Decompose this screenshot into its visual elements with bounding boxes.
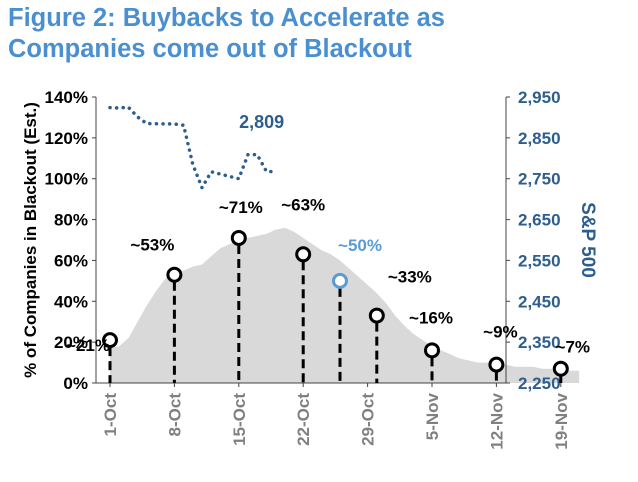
chart-title-line-2: Companies come out of Blackout (8, 35, 412, 63)
x-tick-label: 12-Nov (487, 392, 506, 449)
left-tick-label: 60% (54, 251, 88, 270)
data-label: ~7% (556, 338, 591, 357)
chart-title: Figure 2: Buybacks to Accelerate as Comp… (8, 3, 628, 65)
data-marker (488, 356, 505, 373)
data-label: ~71% (219, 198, 263, 217)
right-tick-label: 2,550 (518, 251, 561, 270)
right-tick-label: 2,850 (518, 129, 561, 148)
data-marker (332, 272, 348, 289)
left-tick-label: 40% (54, 292, 88, 311)
left-tick-label: 100% (45, 170, 88, 189)
x-tick-label: 19-Nov (552, 392, 571, 449)
data-label: ~53% (130, 236, 174, 255)
data-marker (295, 246, 312, 263)
data-marker (368, 307, 385, 324)
x-tick-label: 8-Oct (165, 393, 184, 437)
data-label: ~21% (66, 336, 110, 355)
x-tick-label: 1-Oct (101, 393, 120, 437)
right-tick-label: 2,750 (518, 170, 561, 189)
data-label: ~9% (483, 323, 518, 342)
x-tick-label: 5-Nov (423, 392, 442, 440)
x-tick-label: 15-Oct (230, 393, 249, 446)
right-tick-label: 2,450 (518, 292, 561, 311)
data-label: ~33% (388, 268, 432, 287)
right-axis-title: S&P 500 (577, 202, 598, 278)
data-marker (230, 229, 247, 246)
data-label: ~50% (338, 236, 382, 255)
left-tick-label: 20% (54, 333, 88, 352)
left-tick-label: 140% (45, 88, 88, 107)
chart-title-line-1: Figure 2: Buybacks to Accelerate as (8, 4, 445, 32)
right-tick-label: 2,350 (518, 333, 561, 352)
data-marker (424, 342, 440, 359)
right-tick-label: 2,650 (518, 211, 561, 230)
data-label: ~63% (281, 195, 325, 214)
right-tick-label: 2,950 (518, 88, 561, 107)
data-marker (552, 360, 569, 377)
left-tick-label: 0% (63, 374, 88, 393)
x-tick-label: 22-Oct (294, 393, 313, 446)
sp500-end-label: 2,809 (239, 112, 284, 132)
data-label: ~16% (409, 308, 453, 327)
data-marker (166, 266, 183, 283)
left-tick-label: 80% (54, 211, 88, 230)
blackout-area (110, 227, 580, 383)
left-axis-title: % of Companies in Blackout (Est.) (21, 102, 40, 378)
x-tick-label: 29-Oct (359, 393, 378, 446)
sp500-line (108, 105, 278, 192)
right-tick-label: 2,250 (518, 374, 561, 393)
left-tick-label: 120% (45, 129, 88, 148)
data-marker (102, 332, 118, 349)
